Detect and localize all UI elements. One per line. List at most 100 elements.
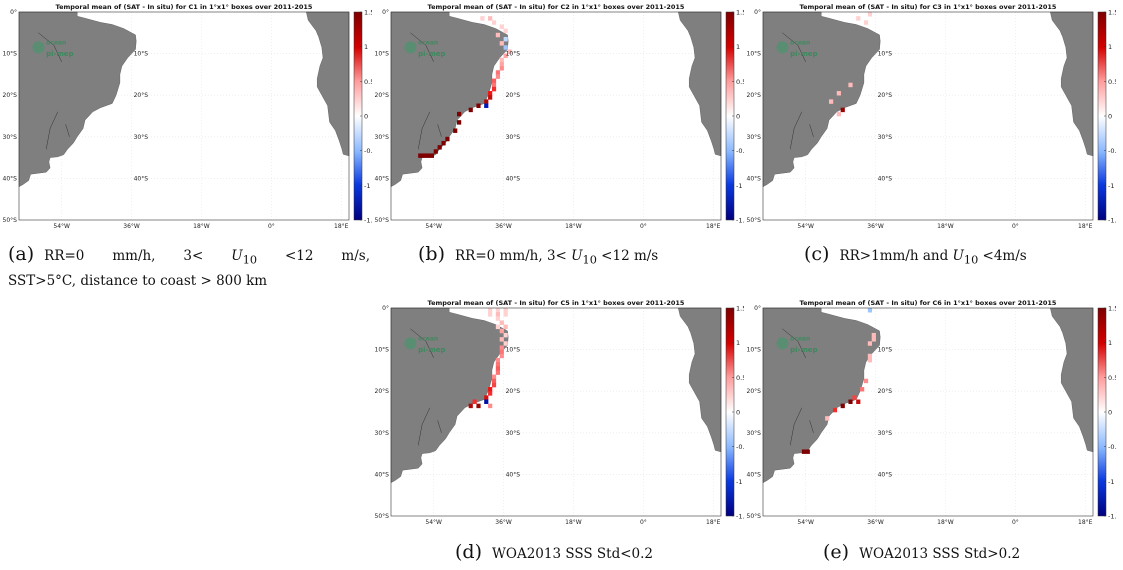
heatmap-cell [495,324,501,330]
heatmap-cell [863,378,869,384]
heatmap-cell [484,99,489,104]
heatmap-cell [503,312,508,317]
y-tick-label: 30°S [3,134,18,141]
x-tick-label: 18°W [565,223,582,230]
heatmap-cell [507,49,512,54]
colorbar-tick-label: 1.5 [736,305,744,313]
watermark-logo-icon [404,41,417,54]
caption-e: (e) WOA2013 SSS Std>0.2 [823,542,1020,564]
caption-a-line1-row: (a) RR=0 mm/h, 3< U10 <12 m/s, [8,244,370,271]
panel-title: Temporal mean of (SAT - In situ) for C5 … [428,299,685,307]
heatmap-cell [476,403,481,409]
colorbar-tick-label: 1.5 [736,9,744,17]
colorbar-tick-label: -1 [364,182,370,190]
y-tick-label-inner: 20°S [506,388,521,395]
heatmap-cell [495,370,501,375]
y-tick-label-inner: 30°S [134,134,149,141]
x-tick-label: 18°W [937,519,954,526]
heatmap-cell [495,316,501,321]
y-tick-label-inner: 20°S [506,92,521,99]
caption-b-text: RR=0 mm/h, 3< U10 <12 m/s [455,248,659,267]
y-tick-label: 10°S [3,51,18,58]
y-tick-label: 20°S [375,92,390,99]
heatmap-cell [491,382,497,388]
watermark-line2: pi-mep [790,346,817,354]
y-tick-label-inner: 10°S [506,51,521,58]
heatmap-cell [495,366,501,371]
x-tick-label: 18°E [334,223,349,230]
caption-c-text: RR>1mm/h and U10 <4m/s [839,248,1027,267]
heatmap-cell [453,128,458,133]
heatmap-cell [836,91,841,96]
watermark-logo-icon [776,337,789,350]
caption-d-text: WOA2013 SSS Std<0.2 [492,546,653,562]
x-tick-label: 0° [640,223,647,230]
y-tick-label-inner: 40°S [134,175,149,182]
x-tick-label: 54°W [797,519,814,526]
heatmap-cell [422,153,427,158]
heatmap-cell [499,353,504,359]
x-tick-label: 0° [1012,223,1019,230]
caption-a-tag: (a) [8,243,35,265]
heatmap-cell [488,95,493,100]
watermark-line2: pi-mep [418,50,445,58]
heatmap-cell [488,312,493,317]
colorbar-tick-label: 0.5 [1108,374,1116,382]
watermark-line2: pi-mep [418,346,445,354]
y-tick-label: 0° [754,9,761,16]
colorbar-tick-label: -0.5 [1108,443,1116,451]
y-tick-label-inner: 40°S [506,175,521,182]
heatmap-cell [499,320,504,325]
heatmap-cell [468,403,473,409]
heatmap-cell [484,103,489,108]
colorbar-tick-label: 1.5 [364,9,372,17]
panel-a: Temporal mean of (SAT - In situ) for C1 … [0,2,372,234]
colorbar-tick-label: -1 [736,478,742,486]
panel-d: Temporal mean of (SAT - In situ) for C5 … [372,298,744,530]
heatmap-cell [445,136,450,142]
y-tick-label: 40°S [375,471,390,478]
colorbar-tick-label: 1 [736,339,740,347]
heatmap-cell [457,111,462,117]
land-africa [306,11,350,157]
y-tick-label: 50°S [747,217,762,224]
heatmap-cell [867,12,873,17]
x-tick-label: 0° [640,519,647,526]
x-tick-label: 18°E [1078,223,1093,230]
y-tick-label-inner: 10°S [878,347,893,354]
watermark-line1: ocean [46,39,66,46]
heatmap-cell [499,57,504,63]
heatmap-cell [503,45,508,50]
panel-b: Temporal mean of (SAT - In situ) for C2 … [372,2,744,234]
x-tick-label: 0° [1012,519,1019,526]
heatmap-cell [499,328,504,334]
heatmap-cell [491,20,497,25]
map-d: Temporal mean of (SAT - In situ) for C5 … [375,299,744,526]
heatmap-cell [499,337,504,342]
heatmap-cell [488,91,493,96]
heatmap-cell [491,82,497,88]
heatmap-cell [867,341,873,346]
y-tick-label-inner: 40°S [506,471,521,478]
colorbar-tick-label: -1 [1108,182,1114,190]
heatmap-cell [503,36,508,42]
heatmap-cell [503,53,508,59]
heatmap-cell [484,395,489,400]
colorbar-tick-label: -0.5 [736,147,744,155]
x-tick-label: 18°W [937,223,954,230]
colorbar-tick-label: -0.5 [736,443,744,451]
y-tick-label: 50°S [747,513,762,520]
heatmap-cell [848,399,853,404]
heatmap-cell [468,107,473,113]
watermark-line1: ocean [790,335,810,342]
heatmap-cell [499,41,504,46]
heatmap-cell [457,120,462,125]
colorbar-tick-label: -1 [1108,478,1114,486]
caption-b-tag: (b) [418,243,445,265]
heatmap-cell [495,308,501,313]
colorbar-tick-label: 0 [1108,113,1112,121]
watermark-logo-icon [776,41,789,54]
y-tick-label: 10°S [375,347,390,354]
colorbar-tick-label: 0.5 [364,78,372,86]
heatmap-cell [499,24,504,29]
